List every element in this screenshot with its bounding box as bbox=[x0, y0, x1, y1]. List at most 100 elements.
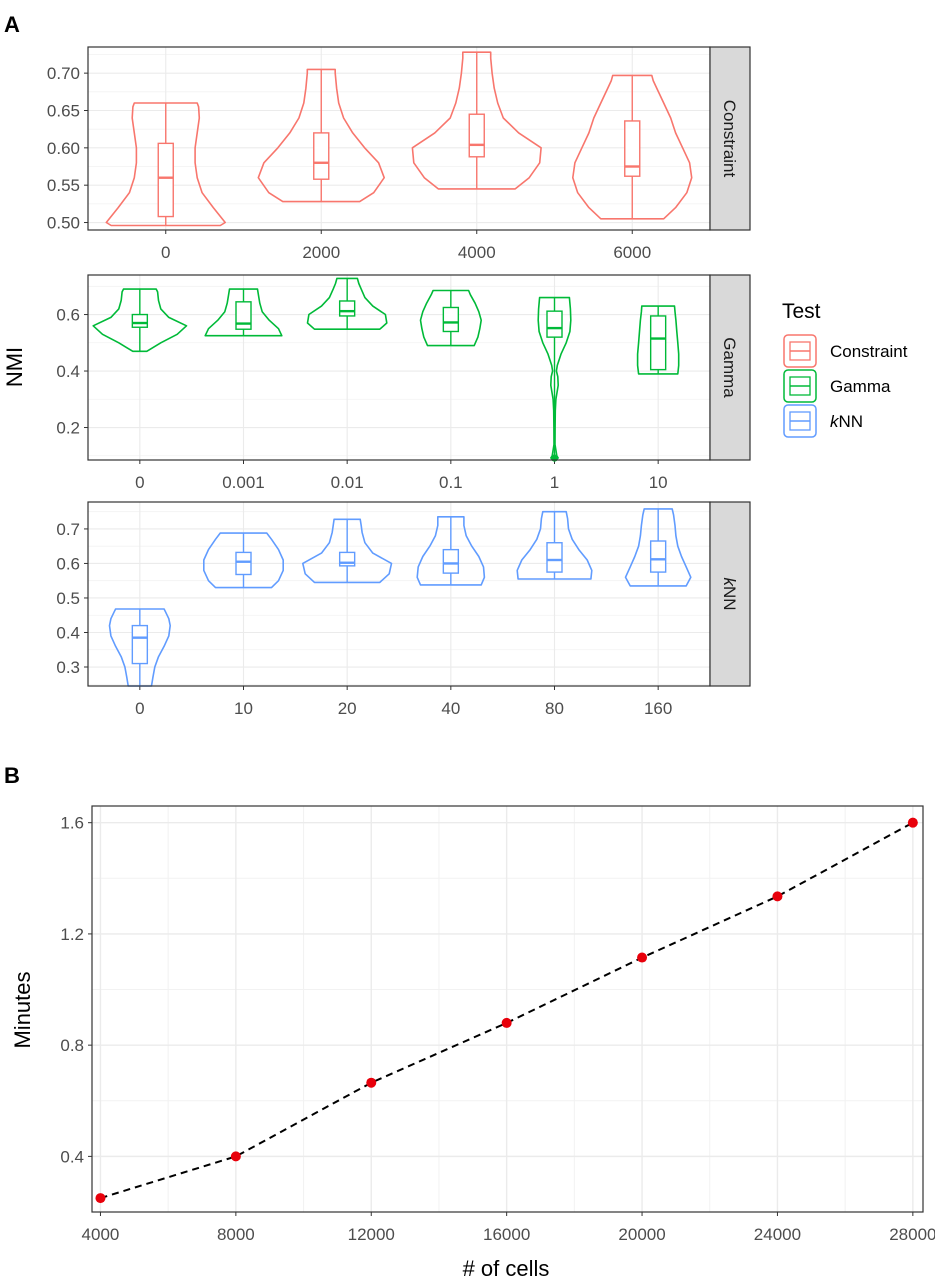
violin-gamma-0.001 bbox=[204, 288, 283, 337]
data-point-16000 bbox=[501, 1017, 512, 1028]
violin-knn-80 bbox=[516, 510, 593, 580]
y-tick-label: 0.60 bbox=[47, 139, 80, 158]
x-tick-label: 0 bbox=[161, 243, 170, 262]
box-iqr bbox=[442, 548, 460, 574]
y-tick-label: 0.5 bbox=[56, 589, 80, 608]
facet-strip bbox=[709, 501, 751, 687]
y-tick-label: 1.2 bbox=[60, 925, 84, 944]
y-tick-label: 0.50 bbox=[47, 214, 80, 233]
x-tick-label: 2000 bbox=[302, 243, 340, 262]
x-tick-label: 16000 bbox=[483, 1225, 530, 1244]
box-iqr bbox=[546, 310, 563, 338]
box-iqr bbox=[131, 313, 149, 328]
facet-plot-background bbox=[88, 275, 710, 460]
x-tick-label: 20000 bbox=[618, 1225, 665, 1244]
violin-outline bbox=[624, 508, 692, 587]
panel-b-x-axis-title: # of cells bbox=[463, 1256, 550, 1280]
box-iqr bbox=[624, 120, 641, 177]
violin-knn-40 bbox=[416, 516, 486, 586]
x-tick-label: 0 bbox=[135, 473, 144, 492]
violin-knn-0 bbox=[108, 608, 171, 687]
violin-outline bbox=[204, 288, 283, 337]
violin-outline bbox=[636, 305, 680, 375]
violin-constraint-6000 bbox=[572, 74, 693, 220]
box-iqr bbox=[338, 300, 356, 317]
violin-outline bbox=[416, 516, 486, 586]
violin-gamma-10 bbox=[636, 305, 680, 375]
facet-constraint: 0.50 0.55 0.60 0.65 0.70 0 2000 4000 6000 Constra… bbox=[47, 46, 751, 262]
box-iqr bbox=[157, 142, 174, 218]
x-tick-label: 10 bbox=[649, 473, 668, 492]
violin-outline bbox=[419, 289, 482, 347]
violin-outline bbox=[108, 608, 171, 687]
legend-label: kNN bbox=[830, 412, 863, 431]
panel-b-line-chart: 4000 8000 12000 16000 20000 24000 28000 0.4 0.8 1… bbox=[60, 805, 935, 1244]
box-iqr bbox=[235, 551, 252, 576]
facet-knn: 0.3 0.4 0.5 0.6 0.7 0 10 20 40 80 160 kNN bbox=[56, 501, 751, 718]
legend-keys: Constraint Gamma kNN bbox=[783, 334, 908, 438]
x-tick-label: 0.01 bbox=[331, 473, 364, 492]
facet-strip-label-prefix: k bbox=[720, 577, 739, 587]
facet-strip-label-suffix: NN bbox=[720, 586, 739, 611]
x-tick-label: 80 bbox=[545, 699, 564, 718]
legend-item-constraint: Constraint bbox=[783, 334, 908, 368]
facet-strip-label: Gamma bbox=[720, 337, 739, 398]
panel-a-violin-facets: 0.500.550.600.650.700 2000 4000 6000Constra… bbox=[47, 46, 751, 718]
legend-label: Gamma bbox=[830, 377, 891, 396]
x-tick-label: 0.1 bbox=[439, 473, 463, 492]
facet-strip bbox=[709, 274, 751, 461]
box-iqr bbox=[313, 132, 330, 180]
box-iqr bbox=[649, 540, 667, 573]
box-iqr bbox=[442, 306, 460, 333]
box-iqr bbox=[546, 542, 563, 573]
y-tick-label: 0.70 bbox=[47, 64, 80, 83]
data-point-28000 bbox=[907, 817, 918, 828]
y-tick-label: 0.8 bbox=[60, 1036, 84, 1055]
data-point-20000 bbox=[637, 952, 648, 963]
violin-knn-20 bbox=[302, 518, 393, 584]
x-tick-label: 1 bbox=[550, 473, 559, 492]
violin-outline bbox=[516, 510, 593, 580]
data-point-12000 bbox=[366, 1077, 377, 1088]
facet-gamma: 0.2 0.4 0.6 0 0.001 0.01 0.1 1 10 Gamma bbox=[56, 274, 751, 492]
violin-outline bbox=[92, 288, 188, 353]
y-tick-label: 0.55 bbox=[47, 176, 80, 195]
y-tick-label: 0.2 bbox=[56, 419, 80, 438]
box-iqr bbox=[468, 113, 485, 158]
violin-outline bbox=[105, 102, 226, 227]
panel-a-label: A bbox=[4, 12, 20, 37]
violin-gamma-0.01 bbox=[306, 277, 388, 330]
box-iqr bbox=[235, 301, 252, 330]
panel-b-label: B bbox=[4, 763, 20, 788]
x-tick-label: 20 bbox=[338, 699, 357, 718]
panel-a-y-axis-title: NMI bbox=[2, 347, 27, 387]
violin-gamma-0.1 bbox=[419, 289, 482, 347]
data-point-4000 bbox=[95, 1193, 106, 1204]
x-tick-label: 28000 bbox=[889, 1225, 935, 1244]
violin-outline bbox=[257, 68, 385, 203]
facet-strip-label: kNN bbox=[720, 577, 739, 610]
plot-border bbox=[91, 805, 924, 1213]
x-tick-label: 8000 bbox=[217, 1225, 255, 1244]
facet-plot-background bbox=[88, 47, 710, 230]
x-tick-label: 4000 bbox=[82, 1225, 120, 1244]
violin-knn-160 bbox=[624, 508, 692, 587]
violin-outline bbox=[572, 74, 693, 220]
legend-label-prefix: k bbox=[830, 412, 840, 431]
violin-outline bbox=[306, 277, 388, 330]
box-iqr bbox=[649, 315, 667, 371]
legend-label: Constraint bbox=[830, 342, 908, 361]
facet-plot-background bbox=[88, 502, 710, 686]
x-tick-label: 0.001 bbox=[222, 473, 265, 492]
violin-constraint-0 bbox=[105, 102, 226, 227]
violin-outline bbox=[302, 518, 393, 584]
violin-knn-10 bbox=[203, 532, 284, 589]
box-iqr bbox=[131, 624, 149, 665]
y-tick-label: 0.4 bbox=[56, 623, 80, 642]
facet-strip bbox=[709, 46, 751, 231]
legend-item-knn: kNN bbox=[783, 404, 863, 438]
violin-outline bbox=[203, 532, 284, 589]
y-tick-label: 0.3 bbox=[56, 658, 80, 677]
violin-gamma-1 bbox=[537, 296, 572, 462]
panel-b-y-axis-title: Minutes bbox=[10, 971, 35, 1048]
